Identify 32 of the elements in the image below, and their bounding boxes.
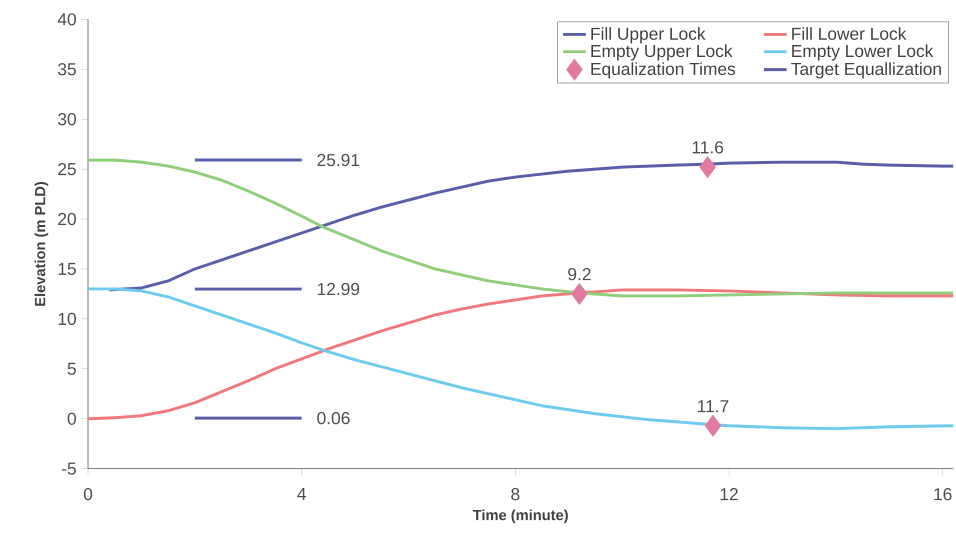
x-tick-label: 8 [511,488,520,500]
legend-label: Empty Upper Lock [591,44,733,61]
annotation: 11.6 [692,141,724,154]
y-tick-label: 40 [58,13,76,26]
data-label: 0.06 [317,412,350,424]
y-tick-label: 30 [58,113,76,126]
y-tick-label: 25 [58,163,76,176]
data-label: 12.99 [318,283,360,296]
x-axis-title: Time (minute) [472,510,568,524]
legend-label: Empty Lower Lock [792,44,934,61]
y-tick-label: 0 [68,412,76,426]
y-axis-title: Elevation (m PLD) [34,182,48,306]
point [704,414,722,437]
legend-label: Fill Lower Lock [792,27,906,40]
y-tick-label: 20 [58,213,76,226]
point [571,283,588,306]
annotation: 11.7 [698,400,728,412]
x-tick-label: 0 [84,488,92,500]
y-tick-label: 35 [58,63,76,76]
y-tick-label: 10 [58,312,76,326]
x-tick-label: 12 [720,488,738,500]
data-label: 25.91 [317,154,360,166]
point [699,156,716,178]
y-tick-label: 15 [58,263,76,276]
y-tick-label: 5 [68,362,76,376]
x-tick-label: 4 [297,488,306,500]
legend-label: Target Equallization [791,62,941,79]
legend-label: Fill Upper Lock [591,27,706,44]
x-tick-label: 16 [934,488,952,500]
annotation: 9.2 [568,268,591,280]
y-tick-label: -5 [62,462,76,475]
legend-label: Equalization Times [591,62,736,79]
